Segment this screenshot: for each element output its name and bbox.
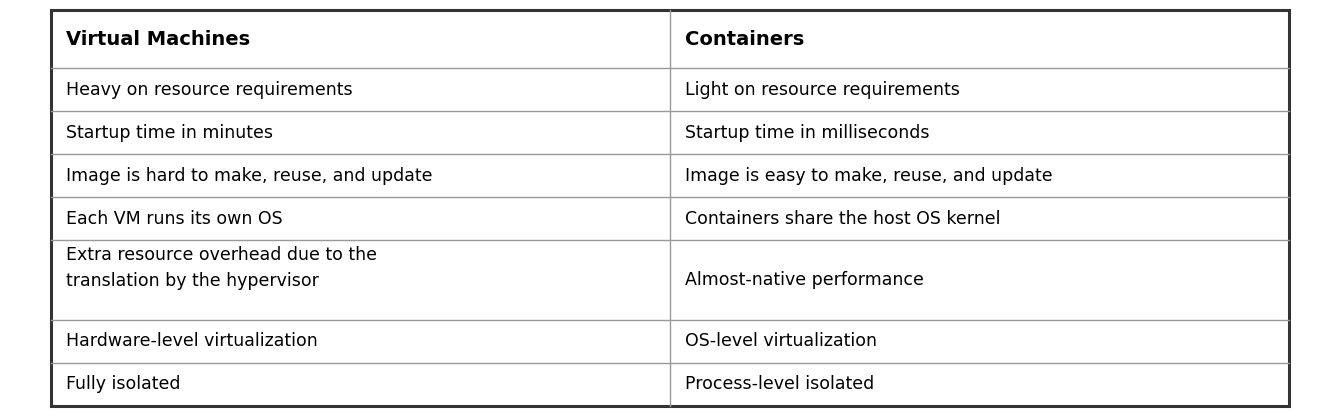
Text: Light on resource requirements: Light on resource requirements <box>685 81 959 99</box>
Text: Startup time in milliseconds: Startup time in milliseconds <box>685 124 930 142</box>
Text: Each VM runs its own OS: Each VM runs its own OS <box>66 210 283 228</box>
Text: Hardware-level virtualization: Hardware-level virtualization <box>66 332 318 350</box>
Text: Process-level isolated: Process-level isolated <box>685 375 874 393</box>
Text: Image is hard to make, reuse, and update: Image is hard to make, reuse, and update <box>66 167 433 185</box>
Text: Almost-native performance: Almost-native performance <box>685 271 923 289</box>
Text: Heavy on resource requirements: Heavy on resource requirements <box>66 81 352 99</box>
Text: Extra resource overhead due to the
translation by the hypervisor: Extra resource overhead due to the trans… <box>66 246 377 290</box>
Text: Containers share the host OS kernel: Containers share the host OS kernel <box>685 210 1001 228</box>
Text: Startup time in minutes: Startup time in minutes <box>66 124 273 142</box>
Text: Containers: Containers <box>685 30 804 49</box>
Text: OS-level virtualization: OS-level virtualization <box>685 332 876 350</box>
Text: Virtual Machines: Virtual Machines <box>66 30 249 49</box>
Text: Fully isolated: Fully isolated <box>66 375 181 393</box>
Text: Image is easy to make, reuse, and update: Image is easy to make, reuse, and update <box>685 167 1052 185</box>
